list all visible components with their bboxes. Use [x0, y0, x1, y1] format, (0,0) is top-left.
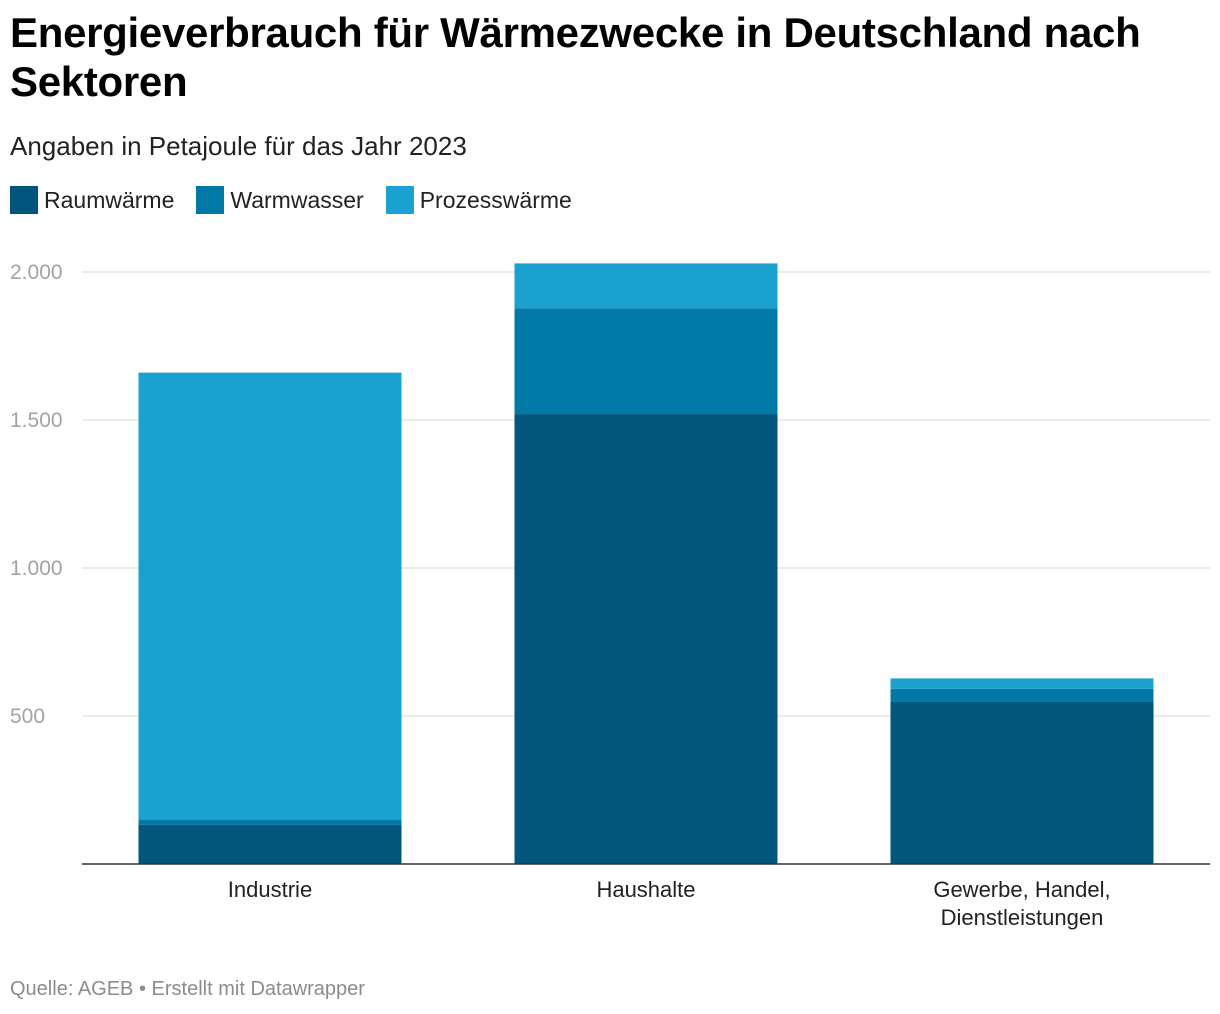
legend-swatch-warmwasser — [196, 186, 225, 214]
bar-haushalte-prozesswaerme — [514, 263, 778, 309]
bar-industrie-prozesswaerme — [138, 372, 402, 820]
chart-title: Energieverbrauch für Wärmezwecke in Deut… — [10, 9, 1141, 105]
legend-label-prozesswaerme: Prozesswärme — [419, 186, 572, 213]
bar-haushalte-raumwaerme — [514, 414, 778, 864]
legend-item-raumwaerme: Raumwärme — [10, 186, 174, 214]
bar-industrie-warmwasser — [138, 819, 402, 825]
legend-label-raumwaerme: Raumwärme — [44, 186, 175, 213]
x-category-label-haushalte: Haushalte — [596, 877, 695, 902]
bar-gewerbe-handel-dienstleistungen-raumwaerme — [890, 701, 1154, 864]
category-labels: Industrie Haushalte Gewerbe, Handel, Dienst… — [228, 877, 1111, 930]
y-tick-label-1-000: 1.000 — [10, 557, 63, 580]
bar-gewerbe-handel-dienstleistungen-warmwasser — [890, 688, 1154, 702]
credit-label: Erstellt mit Datawrapper — [151, 978, 365, 1000]
x-category-label-industrie: Industrie — [228, 877, 312, 902]
legend-swatch-prozesswaerme — [385, 186, 414, 214]
legend-swatch-raumwaerme — [10, 186, 38, 214]
separator-dot: • — [138, 978, 146, 1000]
y-tick-label-2-000: 2.000 — [10, 261, 63, 284]
legend-label-warmwasser: Warmwasser — [230, 186, 364, 213]
legend: Raumwärme Warmwasser Prozesswärme — [10, 186, 594, 214]
bar-haushalte-warmwasser — [514, 308, 778, 415]
chart-subtitle: Angaben in Petajoule für das Jahr 2023 — [10, 131, 467, 161]
bars — [138, 263, 1154, 864]
bar-gewerbe-handel-dienstleistungen-prozesswaerme — [890, 678, 1154, 689]
x-category-label-gewerbe-handel-dienstleistungen: Gewerbe, Handel, Dienstleistungen — [933, 877, 1110, 930]
legend-item-warmwasser: Warmwasser — [196, 186, 364, 214]
source-label: Quelle: AGEB — [10, 978, 134, 1000]
legend-item-prozesswaerme: Prozesswärme — [385, 186, 572, 214]
bar-industrie-raumwaerme — [138, 824, 402, 864]
y-tick-label-1-500: 1.500 — [10, 409, 63, 432]
footer: Quelle: AGEB • Erstellt mit Datawrapper — [10, 978, 365, 1001]
stacked-bar-chart: 500 1.000 1.500 2.000 Industrie Haushalte Gew… — [10, 261, 1210, 930]
y-tick-label-500: 500 — [10, 705, 45, 728]
